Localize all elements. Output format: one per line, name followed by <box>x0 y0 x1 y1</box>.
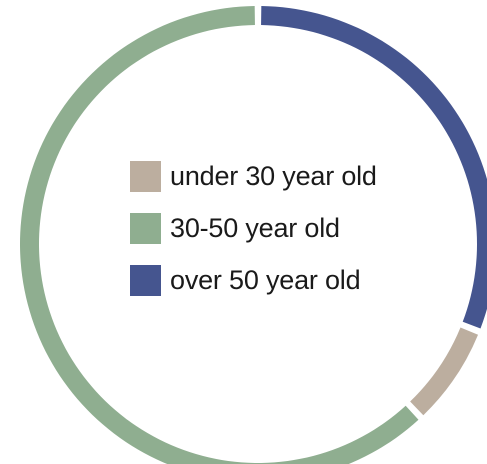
slice-over-50-year-old <box>261 6 487 329</box>
legend-item-under-30: under 30 year old <box>130 160 377 192</box>
legend-label-under-30: under 30 year old <box>170 160 377 191</box>
slice-under-30-year-old <box>410 327 479 416</box>
legend-label-over-50: over 50 year old <box>170 264 361 295</box>
legend-label-30-50: 30-50 year old <box>170 212 340 243</box>
legend: under 30 year old 30-50 year old over 50… <box>130 160 377 296</box>
legend-swatch-over-50 <box>130 264 161 296</box>
legend-swatch-under-30 <box>130 160 161 192</box>
donut-slices <box>19 6 487 464</box>
legend-swatch-30-50 <box>130 212 161 244</box>
legend-item-30-50: 30-50 year old <box>130 212 377 244</box>
legend-item-over-50: over 50 year old <box>130 264 377 296</box>
